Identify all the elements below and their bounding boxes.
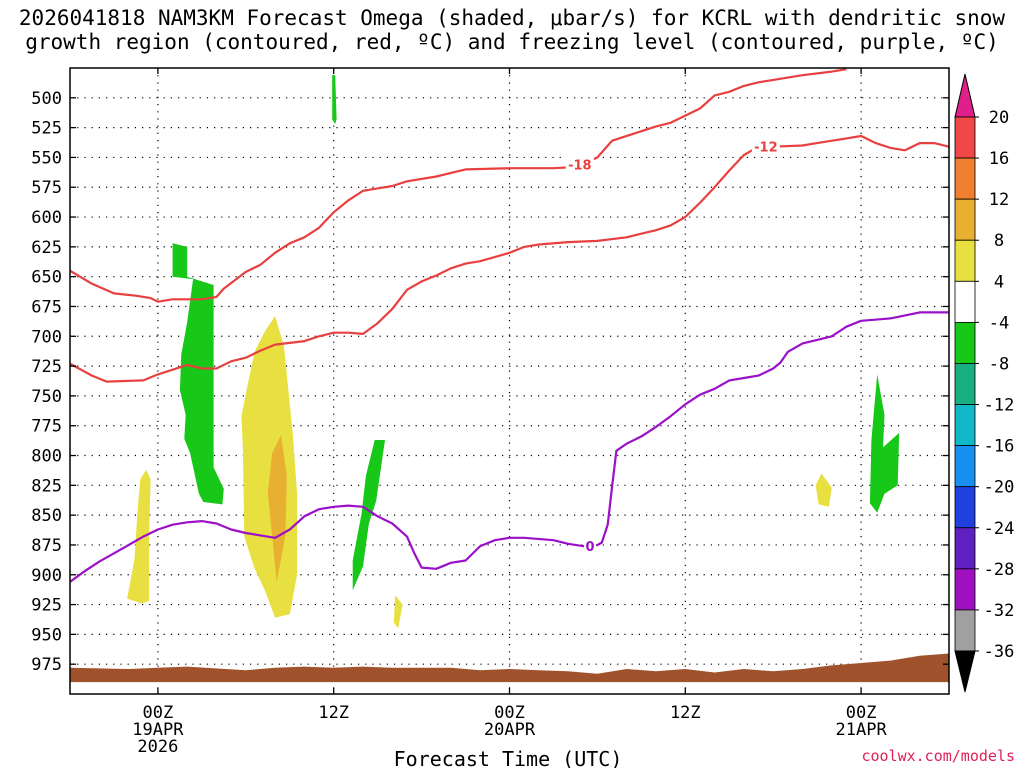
omega-region (869, 374, 900, 513)
y-tick-label: 525 (31, 119, 62, 139)
colorbar-bin (954, 527, 976, 570)
contour-label: 0 (586, 540, 595, 555)
colorbar-bin (954, 445, 976, 488)
contour-line (70, 311, 949, 583)
y-tick-label: 500 (31, 89, 62, 109)
x-tick-label: 00Z (846, 703, 877, 723)
x-tick-label: 12Z (670, 703, 701, 723)
contour-label-bg (584, 538, 597, 555)
colorbar-label: 20 (989, 108, 1009, 128)
colorbar-bin (954, 239, 976, 282)
omega-region (241, 316, 298, 618)
omega-region (332, 75, 337, 124)
colorbar-bin (954, 568, 976, 611)
chart-title-line-1: 2026041818 NAM3KM Forecast Omega (shaded… (18, 6, 1006, 30)
colorbar-bin (954, 116, 976, 159)
y-tick-label: 775 (31, 417, 62, 437)
contour-label: -18 (568, 159, 592, 174)
colorbar-bin (954, 157, 976, 200)
colorbar-bin (954, 609, 976, 652)
omega-region (127, 469, 151, 604)
x-tick-label: 2026 (137, 737, 178, 757)
contour-label: -12 (754, 141, 778, 156)
isotherm-contours: -18 -12 0 (70, 68, 949, 583)
colorbar-label: 4 (994, 272, 1004, 292)
terrain-fill (70, 653, 949, 683)
colorbar-bin (954, 363, 976, 405)
x-axis-label: Forecast Time (UTC) (394, 747, 623, 768)
x-tick-label: 00Z (143, 703, 174, 723)
x-tick-label: 21APR (836, 720, 888, 740)
y-tick-label: 850 (31, 506, 62, 526)
y-tick-label: 725 (31, 357, 62, 377)
y-tick-label: 825 (31, 476, 62, 496)
chart-title-line-2: growth region (contoured, red, ºC) and f… (25, 30, 999, 54)
colorbar-label: -28 (984, 560, 1015, 580)
y-tick-label: 800 (31, 447, 62, 467)
x-tick-label: 00Z (494, 703, 525, 723)
y-tick-label: 875 (31, 536, 62, 556)
y-tick-label: 700 (31, 327, 62, 347)
colorbar-label: -36 (984, 642, 1015, 662)
omega-region (172, 243, 224, 505)
colorbar-bin (954, 404, 976, 447)
colorbar-label: -24 (984, 519, 1015, 539)
y-tick-label: 575 (31, 178, 62, 198)
colorbar-bin (954, 198, 976, 241)
x-tick-label: 12Z (318, 703, 349, 723)
colorbar-label: 12 (989, 190, 1009, 210)
contour-line (70, 134, 949, 383)
y-tick-label: 675 (31, 297, 62, 317)
colorbar-label: -4 (989, 313, 1009, 333)
credit-text: coolwx.com/models (861, 747, 1015, 765)
colorbar-label: 8 (994, 231, 1004, 251)
omega-region (815, 473, 832, 507)
contour-label-bg (565, 156, 594, 173)
colorbar-label: -12 (984, 396, 1015, 416)
y-tick-label: 550 (31, 148, 62, 168)
colorbar-bin (954, 321, 976, 364)
axes: 500 525 550 575 600 625 650 675 700 725 750 775 800 8… (31, 67, 950, 757)
colorbar-bin (954, 486, 976, 529)
colorbar-label: -32 (984, 601, 1015, 621)
x-tick-label: 20APR (484, 720, 536, 740)
colorbar-label: -16 (984, 437, 1015, 457)
terrain-layer (70, 653, 949, 683)
y-tick-label: 650 (31, 268, 62, 288)
colorbar-label: 16 (989, 149, 1009, 169)
omega-region (267, 435, 287, 582)
omega-colorbar: 20 16 12 8 4 -4 -8 -12 -16 -20 -24 -28 -32 -36 (954, 73, 1015, 693)
gridlines (70, 68, 949, 694)
y-tick-label: 975 (31, 655, 62, 675)
y-tick-label: 950 (31, 625, 62, 645)
omega-region (393, 595, 403, 629)
colorbar-label: -20 (984, 478, 1015, 498)
colorbar-bin (954, 280, 976, 323)
y-tick-label: 925 (31, 596, 62, 616)
x-tick-label: 19APR (132, 720, 184, 740)
y-tick-label: 750 (31, 387, 62, 407)
omega-region (352, 440, 385, 591)
y-tick-label: 900 (31, 566, 62, 586)
y-tick-label: 625 (31, 238, 62, 258)
colorbar-under-triangle (954, 650, 976, 693)
colorbar-over-triangle (954, 73, 976, 118)
contour-label-bg (751, 138, 780, 155)
colorbar-label: -8 (989, 354, 1009, 374)
omega-shading (127, 75, 900, 629)
y-tick-label: 600 (31, 208, 62, 228)
contour-line (70, 68, 847, 303)
